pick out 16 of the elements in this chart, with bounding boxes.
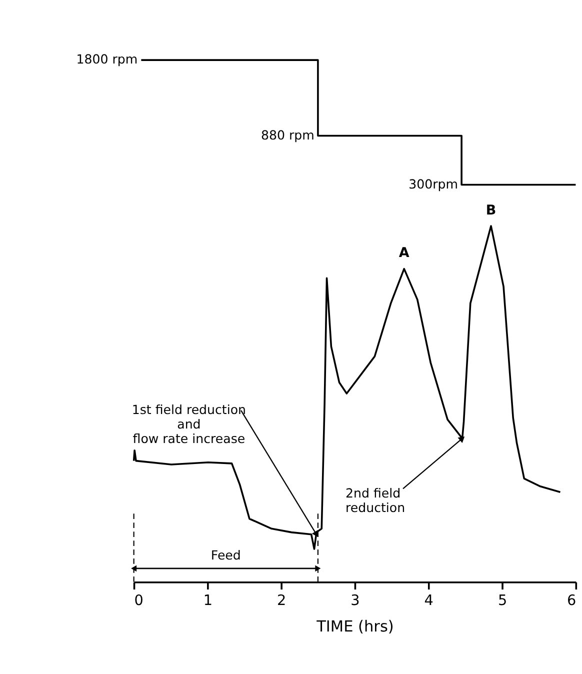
annotation: 2nd field reduction [346,486,406,516]
x-tick-label: 0 [134,592,144,609]
annotation: 880 rpm [260,127,314,142]
annotation: A [398,245,410,262]
x-tick-label: 4 [424,592,434,609]
annotation: 300rpm [408,176,458,192]
x-tick-label: 2 [277,592,286,609]
x-tick-label: 6 [567,592,576,609]
annotation: 1st field reduction and flow rate increase [132,402,246,446]
annotation: B [486,202,496,218]
x-tick-label: 1 [203,592,212,609]
x-axis-title: TIME (hrs) [316,618,394,636]
x-tick-label: 3 [350,592,360,609]
annotation: Feed [210,547,241,562]
x-tick-label: 5 [498,592,508,609]
annotation: 1800 rpm [76,52,138,67]
